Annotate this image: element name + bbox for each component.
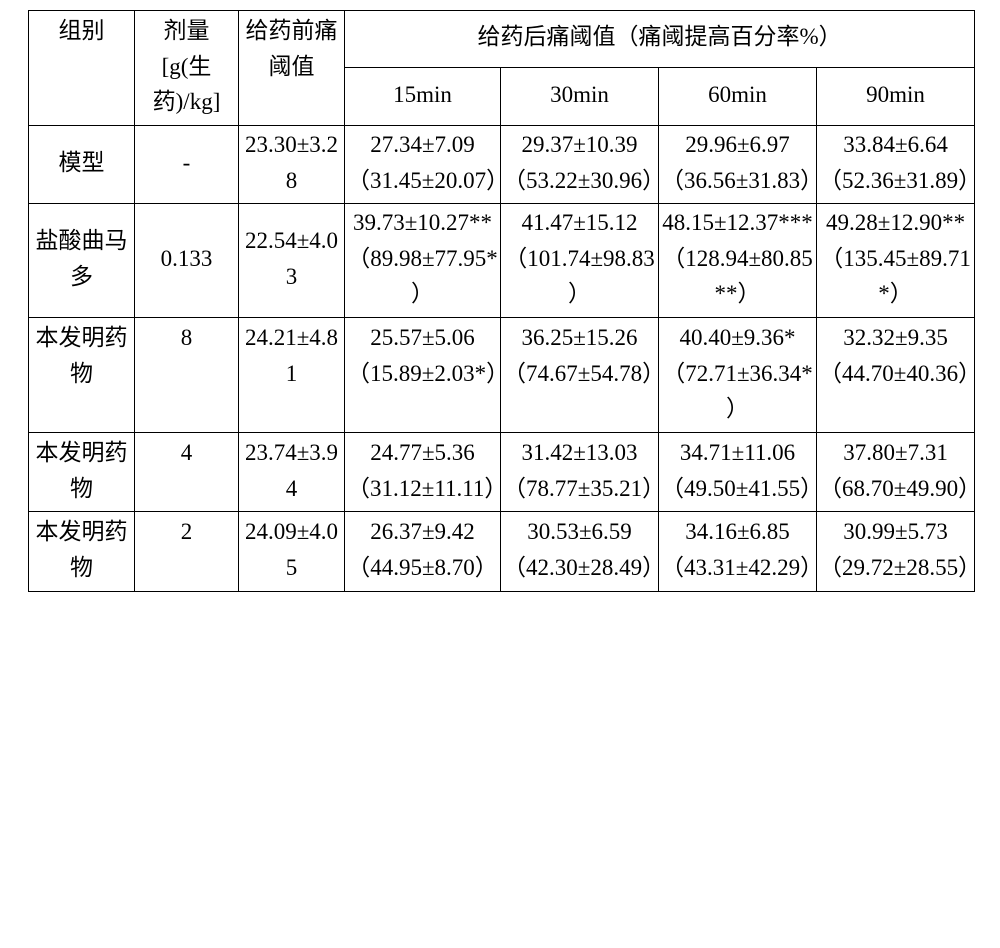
- cell-15min: 24.77±5.36 （31.12±11.11）: [345, 433, 501, 512]
- cell-90min: 32.32±9.35 （44.70±40.36）: [817, 318, 975, 433]
- cell-60min: 48.15±12.37*** （128.94±80.85**）: [659, 204, 817, 318]
- cell-90min: 49.28±12.90** （135.45±89.71*）: [817, 204, 975, 318]
- table-row: 盐酸曲马多 0.133 22.54±4.03 39.73±10.27** （89…: [29, 204, 975, 318]
- cell-pre: 24.21±4.81: [239, 318, 345, 433]
- cell-pre: 24.09±4.05: [239, 512, 345, 591]
- cell-15min: 26.37±9.42 （44.95±8.70）: [345, 512, 501, 591]
- cell-30min: 41.47±15.12 （101.74±98.83）: [501, 204, 659, 318]
- header-dose: 剂量 [g(生药)/kg]: [135, 11, 239, 126]
- header-30min: 30min: [501, 68, 659, 125]
- cell-60min: 34.71±11.06 （49.50±41.55）: [659, 433, 817, 512]
- cell-30min: 36.25±15.26 （74.67±54.78）: [501, 318, 659, 433]
- cell-group: 盐酸曲马多: [29, 204, 135, 318]
- table-row: 模型 - 23.30±3.28 27.34±7.09 （31.45±20.07）…: [29, 125, 975, 203]
- header-post-group: 给药后痛阈值（痛阈提高百分率%）: [345, 11, 975, 68]
- header-row-1: 组别 剂量 [g(生药)/kg] 给药前痛阈值 给药后痛阈值（痛阈提高百分率%）: [29, 11, 975, 68]
- cell-90min: 30.99±5.73 （29.72±28.55）: [817, 512, 975, 591]
- table-row: 本发明药物 8 24.21±4.81 25.57±5.06 （15.89±2.0…: [29, 318, 975, 433]
- cell-group: 本发明药物: [29, 512, 135, 591]
- header-60min: 60min: [659, 68, 817, 125]
- cell-30min: 31.42±13.03 （78.77±35.21）: [501, 433, 659, 512]
- cell-dose: 8: [135, 318, 239, 433]
- cell-30min: 30.53±6.59 （42.30±28.49）: [501, 512, 659, 591]
- table-row: 本发明药物 4 23.74±3.94 24.77±5.36 （31.12±11.…: [29, 433, 975, 512]
- header-15min: 15min: [345, 68, 501, 125]
- header-90min: 90min: [817, 68, 975, 125]
- cell-60min: 29.96±6.97 （36.56±31.83）: [659, 125, 817, 203]
- cell-group: 模型: [29, 125, 135, 203]
- cell-15min: 25.57±5.06 （15.89±2.03*）: [345, 318, 501, 433]
- header-group: 组别: [29, 11, 135, 126]
- cell-90min: 37.80±7.31 （68.70±49.90）: [817, 433, 975, 512]
- cell-dose: 0.133: [135, 204, 239, 318]
- cell-15min: 39.73±10.27** （89.98±77.95*）: [345, 204, 501, 318]
- data-table: 组别 剂量 [g(生药)/kg] 给药前痛阈值 给药后痛阈值（痛阈提高百分率%）…: [28, 10, 975, 592]
- cell-pre: 22.54±4.03: [239, 204, 345, 318]
- cell-dose: 2: [135, 512, 239, 591]
- cell-30min: 29.37±10.39 （53.22±30.96）: [501, 125, 659, 203]
- cell-pre: 23.74±3.94: [239, 433, 345, 512]
- cell-pre: 23.30±3.28: [239, 125, 345, 203]
- cell-dose: 4: [135, 433, 239, 512]
- cell-group: 本发明药物: [29, 318, 135, 433]
- cell-group: 本发明药物: [29, 433, 135, 512]
- header-pre: 给药前痛阈值: [239, 11, 345, 126]
- cell-60min: 40.40±9.36* （72.71±36.34*）: [659, 318, 817, 433]
- cell-dose: -: [135, 125, 239, 203]
- cell-60min: 34.16±6.85 （43.31±42.29）: [659, 512, 817, 591]
- cell-15min: 27.34±7.09 （31.45±20.07）: [345, 125, 501, 203]
- cell-90min: 33.84±6.64 （52.36±31.89）: [817, 125, 975, 203]
- table-row: 本发明药物 2 24.09±4.05 26.37±9.42 （44.95±8.7…: [29, 512, 975, 591]
